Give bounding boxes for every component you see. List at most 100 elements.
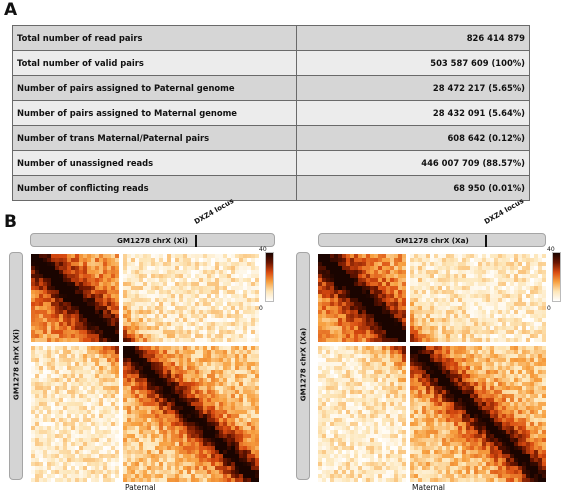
heatmap-cell [159, 254, 164, 259]
heatmap-cell [31, 278, 36, 283]
heatmap-cell [99, 434, 104, 439]
right-chrx-top-label: GM1278 chrX (Xa) [395, 235, 469, 245]
heatmap-cell [87, 338, 92, 343]
heatmap-cell [191, 310, 196, 315]
heatmap-cell [482, 358, 487, 363]
heatmap-cell [51, 330, 56, 335]
heatmap-cell [39, 282, 44, 287]
heatmap-cell [163, 394, 168, 399]
heatmap-cell [83, 266, 88, 271]
heatmap-cell [103, 410, 108, 415]
heatmap-cell [51, 418, 56, 423]
heatmap-cell [318, 294, 323, 299]
heatmap-cell [171, 442, 176, 447]
heatmap-cell [139, 474, 144, 479]
heatmap-cell [382, 282, 387, 287]
heatmap-cell [87, 282, 92, 287]
heatmap-cell [434, 354, 439, 359]
heatmap-cell [418, 330, 423, 335]
heatmap-cell [135, 318, 140, 323]
heatmap-cell [223, 338, 228, 343]
heatmap-cell [139, 394, 144, 399]
heatmap-cell [87, 450, 92, 455]
heatmap-cell [111, 290, 116, 295]
heatmap-cell [79, 442, 84, 447]
heatmap-cell [127, 322, 132, 327]
heatmap-cell [203, 422, 208, 427]
heatmap-cell [99, 446, 104, 451]
heatmap-cell [115, 334, 120, 339]
heatmap-cell [522, 358, 527, 363]
heatmap-cell [95, 270, 100, 275]
heatmap-cell [95, 386, 100, 391]
heatmap-cell [199, 274, 204, 279]
heatmap-cell [426, 350, 431, 355]
heatmap-cell [95, 298, 100, 303]
heatmap-cell [103, 458, 108, 463]
heatmap-cell [362, 342, 367, 347]
heatmap-cell [199, 358, 204, 363]
heatmap-cell [103, 262, 108, 267]
heatmap-cell [195, 362, 200, 367]
heatmap-cell [35, 394, 40, 399]
heatmap-cell [179, 274, 184, 279]
heatmap-cell [139, 358, 144, 363]
heatmap-cell [502, 314, 507, 319]
heatmap-cell [39, 394, 44, 399]
heatmap-cell [255, 338, 259, 343]
heatmap-cell [251, 430, 256, 435]
heatmap-cell [247, 294, 252, 299]
heatmap-cell [418, 322, 423, 327]
heatmap-cell [143, 438, 148, 443]
heatmap-cell [91, 386, 96, 391]
heatmap-cell [215, 334, 220, 339]
heatmap-cell [163, 470, 168, 475]
heatmap-cell [346, 310, 351, 315]
heatmap-cell [490, 354, 495, 359]
heatmap-cell [167, 290, 172, 295]
heatmap-cell [330, 262, 335, 267]
heatmap-cell [406, 274, 411, 279]
heatmap-cell [55, 290, 60, 295]
heatmap-cell [115, 382, 120, 387]
heatmap-cell [183, 390, 188, 395]
heatmap-cell [103, 306, 108, 311]
heatmap-cell [215, 346, 220, 351]
heatmap-cell [498, 358, 503, 363]
heatmap-cell [534, 262, 539, 267]
heatmap-cell [422, 350, 427, 355]
heatmap-cell [478, 318, 483, 323]
heatmap-cell [219, 402, 224, 407]
heatmap-cell [255, 366, 259, 371]
heatmap-cell [251, 386, 256, 391]
heatmap-cell [159, 374, 164, 379]
heatmap-cell [39, 278, 44, 283]
heatmap-cell [115, 350, 120, 355]
heatmap-cell [103, 402, 108, 407]
heatmap-cell [231, 406, 236, 411]
heatmap-cell [71, 346, 76, 351]
heatmap-cell [199, 398, 204, 403]
heatmap-cell [159, 466, 164, 471]
heatmap-cell [390, 278, 395, 283]
heatmap-cell [127, 442, 132, 447]
heatmap-cell [486, 262, 491, 267]
heatmap-cell [494, 370, 499, 375]
heatmap-cell [231, 350, 236, 355]
heatmap-cell [47, 338, 52, 343]
heatmap-cell [159, 414, 164, 419]
heatmap-cell [382, 350, 387, 355]
heatmap-cell [31, 398, 36, 403]
heatmap-cell [111, 270, 116, 275]
heatmap-cell [211, 398, 216, 403]
heatmap-cell [147, 422, 152, 427]
heatmap-cell [462, 322, 467, 327]
heatmap-cell [386, 310, 391, 315]
heatmap-cell [390, 302, 395, 307]
heatmap-cell [91, 330, 96, 335]
heatmap-cell [207, 346, 212, 351]
heatmap-cell [526, 310, 531, 315]
heatmap-cell [167, 370, 172, 375]
heatmap-cell [59, 290, 64, 295]
heatmap-cell [99, 350, 104, 355]
